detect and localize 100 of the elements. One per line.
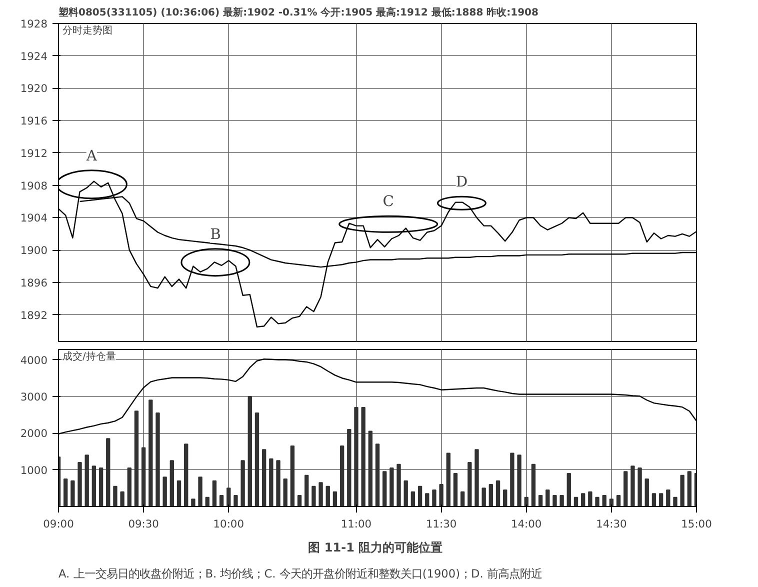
- bar: [290, 445, 295, 506]
- bar: [234, 494, 238, 506]
- bar: [517, 454, 522, 506]
- bar: [184, 444, 188, 506]
- y-tick-label: 3000: [20, 390, 48, 404]
- x-tick-label: 09:00: [43, 518, 74, 530]
- y-tick-label: 2000: [20, 427, 48, 440]
- bar: [474, 449, 479, 506]
- x-tick-label: 09:30: [128, 518, 160, 530]
- bar: [176, 480, 182, 506]
- y-tick-label: 1912: [20, 146, 48, 160]
- y-tick-label: 1000: [20, 464, 48, 477]
- bar: [687, 471, 692, 506]
- bar: [580, 493, 586, 506]
- bar: [269, 458, 274, 506]
- annotation: D: [456, 174, 468, 191]
- bar: [170, 460, 174, 506]
- bar: [410, 491, 416, 506]
- bar: [283, 478, 288, 506]
- bar: [531, 464, 536, 506]
- bar: [552, 494, 557, 506]
- bar: [630, 466, 635, 506]
- bar: [127, 467, 132, 506]
- bar: [616, 494, 621, 506]
- bar: [120, 491, 124, 506]
- chart-subtitle: 分时走势图: [62, 24, 112, 36]
- bar: [560, 494, 564, 506]
- bar: [248, 396, 252, 506]
- bar: [375, 444, 380, 506]
- y-tick-label: 1924: [20, 50, 48, 63]
- bar: [254, 412, 260, 506]
- bar: [404, 480, 408, 506]
- bar: [538, 494, 543, 506]
- chart-title: 成交/持仓量: [62, 350, 116, 362]
- bar: [134, 410, 139, 506]
- bar: [503, 489, 508, 506]
- text: A. 上一交易日的收盘价附近；B. 均价线；C. 今天的开盘价附近和整数关口(1900)；D. 前高点附近: [58, 566, 542, 580]
- bar: [652, 493, 656, 506]
- bar: [390, 467, 394, 506]
- bar: [546, 489, 550, 506]
- bar: [198, 476, 202, 506]
- bar: [602, 494, 606, 506]
- bar: [106, 438, 110, 506]
- bar: [644, 478, 649, 506]
- bar: [439, 484, 444, 506]
- bar: [162, 476, 167, 506]
- y-tick-label: 1916: [20, 114, 48, 128]
- bar: [566, 472, 571, 506]
- x-tick-label: 14:30: [596, 518, 628, 530]
- bar: [488, 484, 494, 506]
- y-tick-label: 1904: [20, 212, 48, 225]
- bar: [78, 462, 82, 506]
- bar: [156, 412, 160, 506]
- bar: [432, 489, 436, 506]
- bar: [113, 486, 118, 506]
- bar: [658, 493, 664, 506]
- bar: [453, 472, 458, 506]
- bar: [673, 496, 678, 506]
- annotation: C: [382, 193, 394, 210]
- x-tick-label: 11:00: [340, 518, 372, 530]
- x-tick-label: 14:00: [511, 518, 542, 530]
- x-tick-label: 15:00: [681, 518, 712, 530]
- annotation: A: [85, 147, 98, 164]
- bar: [240, 460, 245, 506]
- bar: [354, 406, 358, 506]
- y-tick-label: 1908: [20, 179, 48, 192]
- bar: [148, 400, 153, 506]
- x-tick-label: 11:30: [426, 518, 457, 530]
- y-tick-label: 1900: [20, 244, 48, 258]
- y-tick-label: 1928: [20, 18, 48, 30]
- y-tick-label: 1892: [20, 308, 48, 322]
- bar: [446, 452, 450, 506]
- bar: [326, 486, 330, 506]
- bar: [212, 480, 217, 506]
- bar: [460, 491, 465, 506]
- bar: [666, 489, 670, 506]
- bar: [624, 471, 628, 506]
- bar: [304, 474, 309, 506]
- bar: [382, 471, 387, 506]
- bar: [418, 486, 422, 506]
- bar: [510, 452, 514, 506]
- annotation: B: [210, 226, 221, 243]
- bar: [205, 496, 210, 506]
- bar: [70, 480, 75, 506]
- bar: [219, 494, 224, 506]
- bar: [396, 464, 401, 506]
- bar: [63, 478, 68, 506]
- bar: [84, 454, 89, 506]
- bar: [595, 496, 600, 506]
- bar: [141, 447, 146, 506]
- bar: [496, 480, 500, 506]
- bar: [638, 467, 642, 506]
- bar: [680, 474, 684, 506]
- bar: [276, 460, 280, 506]
- chart-title: 塑料0805(331105) (10:36:06) 最新:1902 -0.31% 今开:1905 最高:1912 最低:1888 昨收:1908: [58, 6, 539, 18]
- bar: [574, 496, 578, 506]
- bar: [340, 445, 344, 506]
- bar: [482, 488, 486, 506]
- bar: [297, 494, 302, 506]
- caption: 图 11-1 阻力的可能位置: [308, 540, 443, 554]
